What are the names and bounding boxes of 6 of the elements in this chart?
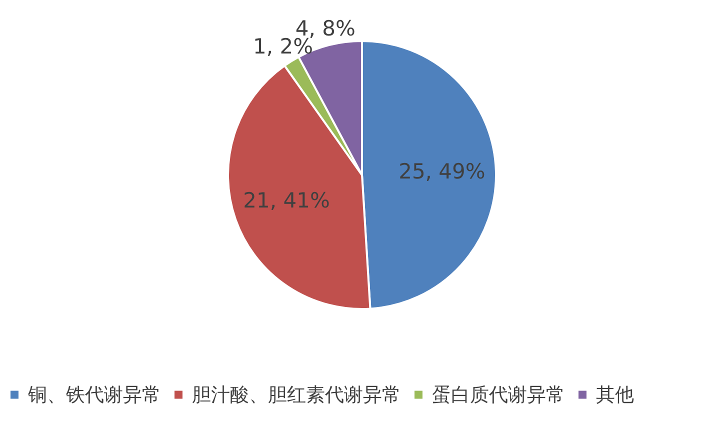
data-label: 21, 41% bbox=[243, 188, 330, 213]
data-label: 25, 49% bbox=[398, 160, 486, 184]
legend-label: 胆汁酸、胆红素代谢异常 bbox=[192, 384, 401, 406]
legend-label: 蛋白质代谢异常 bbox=[432, 384, 565, 406]
legend-label: 铜、铁代谢异常 bbox=[27, 384, 161, 406]
legend-label: 其他 bbox=[596, 384, 634, 406]
